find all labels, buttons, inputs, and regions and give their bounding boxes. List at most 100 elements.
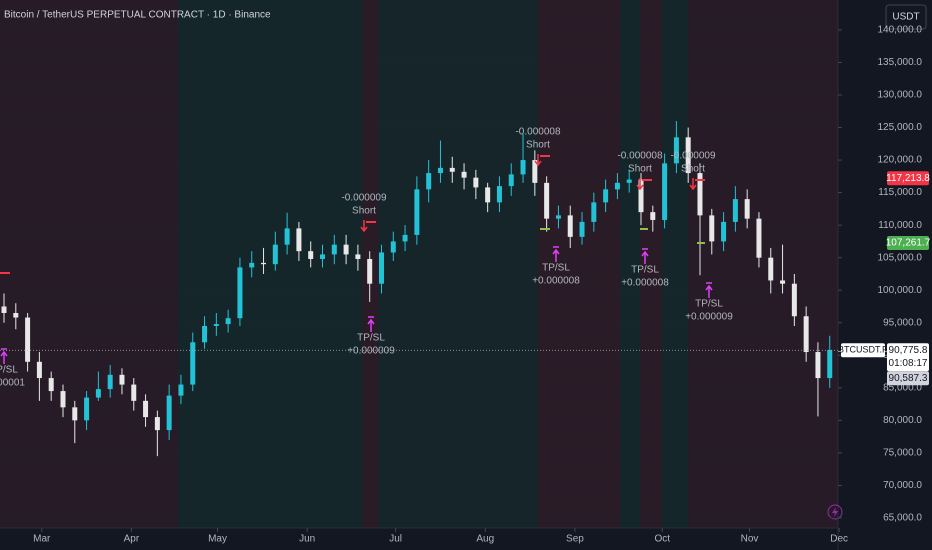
candle-body (803, 316, 809, 353)
band-red (640, 0, 662, 528)
short-arrow (636, 178, 644, 191)
candle-body (673, 137, 679, 164)
annotation-line1: -0.000008 (515, 127, 560, 138)
candle-body (638, 179, 644, 213)
band-red (538, 0, 620, 528)
candle-body (213, 324, 219, 327)
candle-body (508, 174, 514, 187)
candle-body (25, 317, 31, 362)
chart-title: Bitcoin / TetherUS PERPETUAL CONTRACT · … (4, 10, 271, 21)
y-tick-label: 95,000.0 (883, 317, 922, 328)
candle-body (697, 173, 703, 216)
candle-body (36, 361, 42, 379)
annotation-line2: Short (526, 140, 550, 151)
annotation-line2: +0.000009 (347, 346, 395, 357)
candle-body (202, 326, 208, 343)
quote-button[interactable] (885, 4, 927, 30)
y-tick-label: 80,000.0 (883, 415, 922, 426)
y-tick-label: 125,000.0 (878, 122, 923, 133)
annotation-line2: +0.00001 (0, 378, 25, 389)
x-tick-label: Dec (830, 534, 848, 545)
annotation-line2: Short (681, 164, 705, 175)
candle-body (780, 280, 786, 284)
last-price-tag (887, 343, 929, 372)
candle-body (496, 186, 502, 203)
candle-body (473, 177, 479, 188)
candle-body (296, 228, 302, 252)
candle-body (378, 252, 384, 284)
candle-body (744, 199, 750, 219)
price-tag (887, 235, 929, 250)
candle-body (721, 221, 727, 242)
annotation-line2: +0.000008 (532, 276, 580, 287)
candle-body (591, 202, 597, 222)
candle-body (485, 187, 491, 203)
candle-body (249, 262, 255, 268)
alert-icon-bolt[interactable] (832, 507, 838, 517)
tp-arrow (0, 348, 8, 364)
annotation-line1: TP/SL (631, 265, 659, 276)
candle-body (426, 173, 432, 190)
candle-body (520, 160, 526, 175)
candle-body (390, 241, 396, 253)
candle-body (685, 137, 691, 174)
symbol-tag (841, 343, 885, 358)
candle-body (756, 218, 762, 258)
alert-icon[interactable] (827, 504, 843, 520)
y-tick-label: 105,000.0 (878, 252, 923, 263)
y-tick-label: 85,000.0 (883, 382, 922, 393)
last-price-label: 90,775.8 (889, 345, 928, 356)
band-red (688, 0, 838, 528)
candle-body (402, 234, 408, 242)
candle-body (579, 221, 585, 237)
candle-body (131, 384, 137, 401)
annotation-line1: -0.000009 (670, 151, 715, 162)
candle-body (555, 215, 561, 219)
x-tick-label: Oct (654, 534, 670, 545)
band-green (178, 0, 362, 528)
candle-body (13, 312, 19, 318)
candle-body (119, 374, 125, 385)
band-red (0, 0, 178, 528)
candle-body (284, 228, 290, 245)
y-tick-label: 135,000.0 (878, 57, 923, 68)
annotation-line2: +0.000009 (685, 312, 733, 323)
y-tick-label: 120,000.0 (878, 155, 923, 166)
mark-price-label: 90,587.3 (889, 373, 928, 384)
x-tick-label: May (208, 534, 227, 545)
candle-body (84, 397, 90, 421)
candle-body (320, 254, 326, 259)
candle-body (261, 262, 267, 265)
annotation-line1: TP/SL (0, 365, 18, 376)
candle-body (225, 318, 231, 325)
candle-body (272, 244, 278, 265)
candle-body (662, 163, 668, 220)
candle-body (178, 384, 184, 396)
price-tag (887, 171, 929, 186)
annotation-line1: TP/SL (542, 263, 570, 274)
candles (1, 121, 833, 457)
candle-body (95, 389, 101, 398)
x-tick-label: Sep (566, 534, 584, 545)
x-tick-label: Apr (124, 534, 140, 545)
quote-button-label[interactable]: USDT (892, 12, 919, 23)
candle-body (367, 258, 373, 284)
y-tick-label: 130,000.0 (878, 90, 923, 101)
candle-body (414, 189, 420, 235)
tp-arrow (367, 316, 375, 332)
tp-arrow (552, 246, 560, 262)
candle-body (1, 306, 7, 313)
candle-body (166, 395, 172, 431)
y-tick-label: 65,000.0 (883, 513, 922, 524)
candle-body (791, 283, 797, 317)
y-tick-label: 100,000.0 (878, 285, 923, 296)
x-tick-label: Nov (741, 534, 759, 545)
candle-body (143, 400, 149, 418)
candle-body (532, 160, 538, 183)
short-arrow (689, 178, 697, 191)
candle-body (709, 215, 715, 242)
candle-body (815, 352, 821, 379)
annotation-line1: -0.000009 (341, 193, 386, 204)
candle-body (107, 374, 113, 390)
